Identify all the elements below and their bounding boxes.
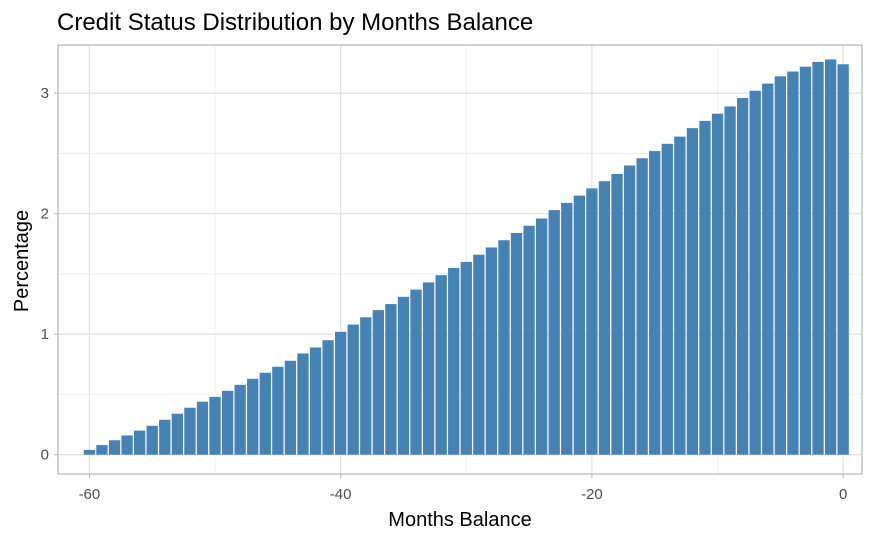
bar	[96, 445, 108, 455]
bar	[498, 240, 510, 455]
bar	[674, 136, 686, 455]
bars	[83, 59, 849, 455]
bar	[121, 435, 133, 455]
bar	[724, 106, 736, 455]
bar	[108, 440, 121, 455]
bar	[787, 71, 799, 455]
bar	[711, 113, 724, 455]
bar	[335, 331, 347, 455]
panel-border	[57, 44, 863, 475]
y-tick-label: 3	[41, 85, 49, 102]
bar	[247, 378, 259, 455]
bar	[347, 324, 359, 455]
bar	[473, 254, 485, 455]
bar	[146, 425, 158, 455]
bar	[598, 181, 611, 455]
bar	[686, 128, 699, 455]
x-tick-label: -60	[79, 486, 101, 503]
bar	[611, 173, 623, 455]
bar	[159, 419, 171, 455]
bar	[360, 317, 372, 455]
bar	[234, 384, 246, 455]
bar	[573, 195, 585, 455]
bar	[523, 225, 535, 455]
bar	[586, 188, 598, 455]
bar	[837, 64, 849, 455]
x-tick-label: -20	[581, 486, 603, 503]
bar	[385, 304, 397, 455]
bar	[221, 390, 234, 455]
bar	[510, 232, 523, 455]
bar	[297, 353, 309, 455]
bar	[824, 59, 837, 455]
bar	[699, 120, 711, 455]
bar	[171, 413, 183, 455]
bar	[812, 61, 824, 455]
bar	[536, 218, 548, 455]
y-axis: 0 1 2 3	[41, 85, 58, 464]
bar	[322, 340, 334, 455]
x-tick-label: -40	[330, 486, 352, 503]
bar	[649, 151, 661, 455]
bar	[209, 396, 221, 455]
bar	[309, 347, 322, 455]
y-tick-label: 2	[41, 206, 49, 223]
x-tick-label: 0	[839, 486, 847, 503]
bar	[799, 66, 812, 455]
plot-panel	[57, 44, 863, 475]
bar	[410, 289, 422, 455]
bar	[422, 282, 435, 455]
bar	[196, 401, 209, 455]
y-tick-label: 0	[41, 447, 49, 464]
y-tick-label: 1	[41, 326, 49, 343]
bar	[397, 296, 410, 455]
bar	[636, 158, 648, 455]
bar	[623, 165, 636, 455]
bar	[460, 261, 472, 455]
bar	[774, 76, 786, 455]
bar	[435, 275, 447, 455]
bar	[749, 90, 761, 455]
bar	[561, 202, 573, 455]
bar	[83, 449, 96, 455]
x-axis: -60 -40 -20 0	[79, 474, 847, 503]
bar	[284, 360, 297, 455]
bar	[259, 372, 271, 455]
x-axis-title: Months Balance	[388, 509, 531, 531]
bar	[372, 310, 384, 455]
bar	[272, 366, 284, 455]
bar	[485, 247, 498, 455]
bar	[184, 407, 196, 455]
chart-title: Credit Status Distribution by Months Bal…	[57, 9, 533, 36]
bar	[661, 143, 673, 455]
bar	[762, 83, 774, 455]
bar	[548, 210, 560, 455]
bar	[448, 267, 460, 455]
y-axis-title: Percentage	[11, 210, 33, 312]
bar	[737, 98, 749, 455]
bar	[134, 430, 146, 455]
